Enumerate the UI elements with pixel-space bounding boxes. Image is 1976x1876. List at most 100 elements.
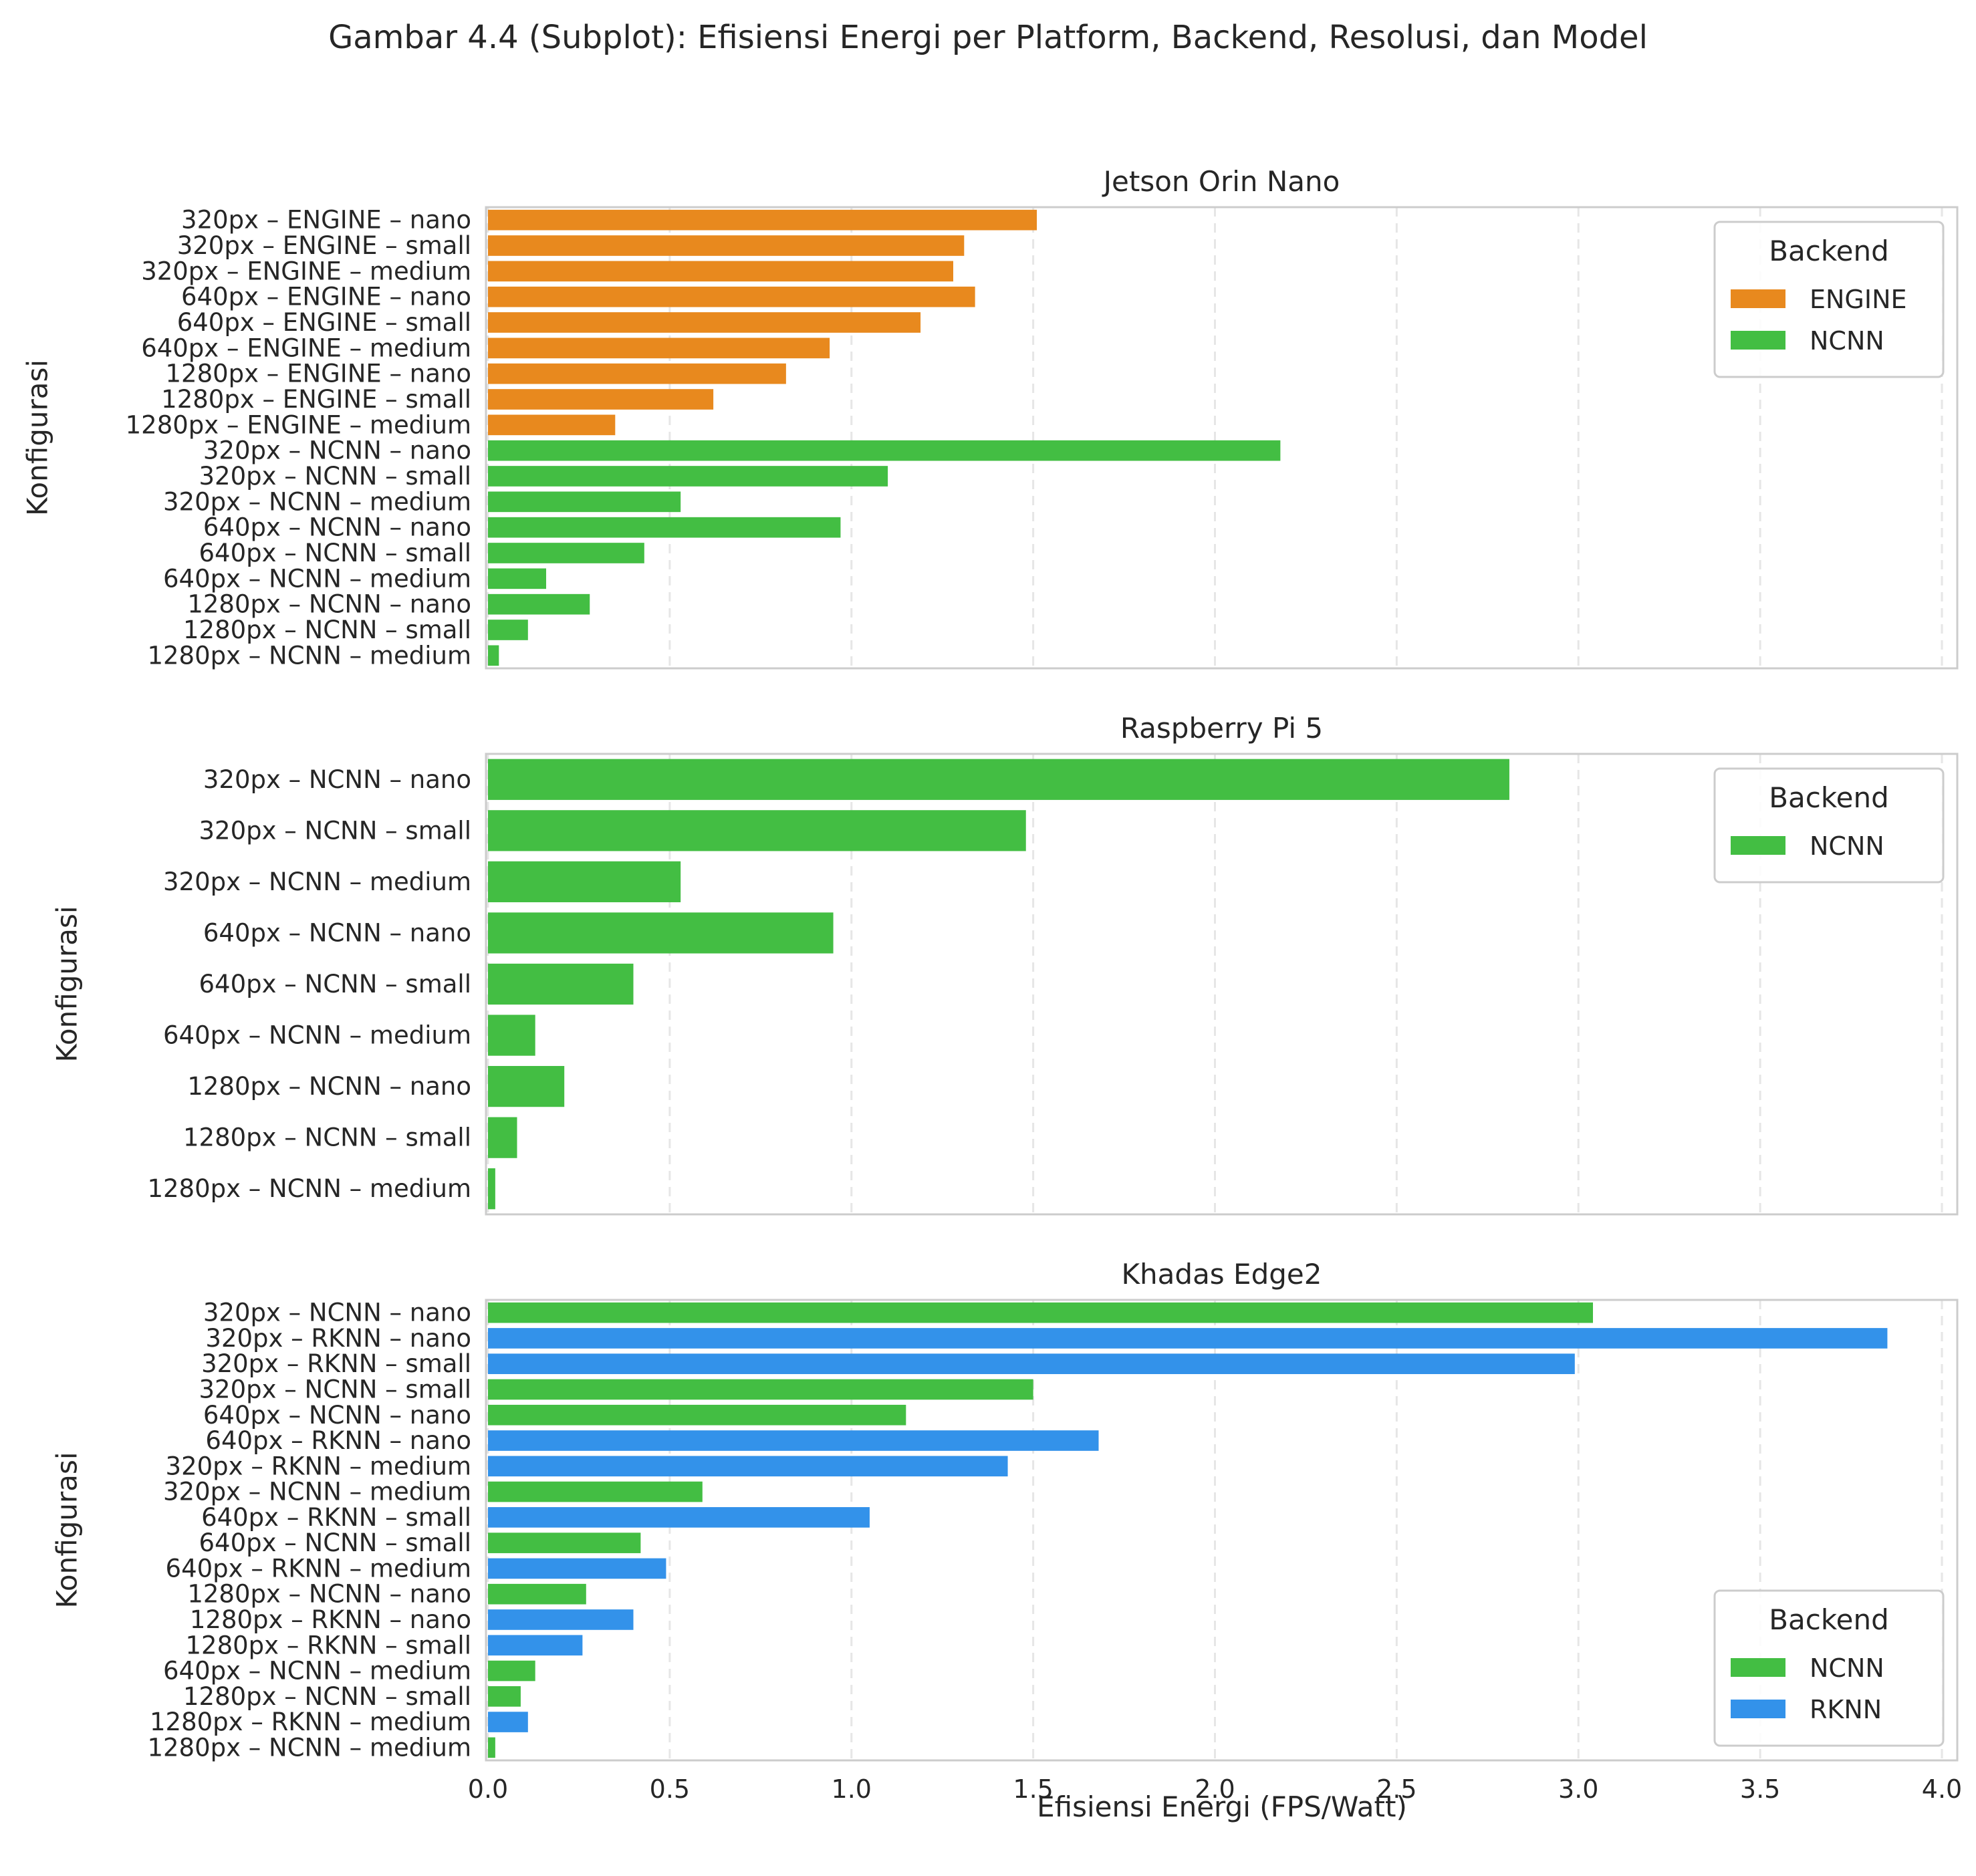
bar bbox=[488, 286, 975, 307]
y-tick-label: 1280px – NCNN – medium bbox=[147, 1733, 471, 1762]
bar bbox=[488, 1456, 1008, 1477]
y-tick-label: 1280px – RKNN – medium bbox=[150, 1708, 471, 1736]
y-tick-label: 320px – NCNN – medium bbox=[163, 867, 471, 896]
bar bbox=[488, 1583, 586, 1605]
y-tick-label: 640px – NCNN – small bbox=[199, 539, 471, 567]
subplot-title: Raspberry Pi 5 bbox=[1120, 712, 1323, 745]
legend-title: Backend bbox=[1769, 1603, 1889, 1636]
y-tick-label: 640px – NCNN – nano bbox=[203, 918, 471, 947]
y-tick-label: 320px – NCNN – nano bbox=[203, 436, 471, 465]
y-tick-label: 1280px – NCNN – nano bbox=[187, 1072, 471, 1101]
bar bbox=[488, 440, 1281, 461]
bar bbox=[488, 1015, 535, 1056]
bar bbox=[488, 1379, 1033, 1400]
axes-frame bbox=[485, 206, 1959, 670]
y-tick-label: 320px – ENGINE – medium bbox=[141, 257, 471, 285]
axes-frame bbox=[485, 1299, 1959, 1762]
bar bbox=[488, 912, 834, 954]
y-tick-label: 320px – RKNN – small bbox=[201, 1349, 471, 1378]
x-tick-label: 4.0 bbox=[1922, 1774, 1962, 1804]
legend-swatch bbox=[1731, 331, 1785, 350]
y-tick-label: 640px – RKNN – nano bbox=[205, 1426, 471, 1455]
bar bbox=[488, 1430, 1099, 1451]
bar bbox=[488, 389, 714, 410]
y-tick-label: 320px – NCNN – nano bbox=[203, 765, 471, 794]
bar bbox=[488, 1404, 906, 1426]
bar bbox=[488, 235, 965, 256]
y-tick-label: 320px – NCNN – medium bbox=[163, 1478, 471, 1506]
bar bbox=[488, 1117, 517, 1158]
legend: Backend NCNN RKNN bbox=[1713, 1589, 1945, 1747]
x-axis-label: Efisiensi Energi (FPS/Watt) bbox=[1037, 1790, 1407, 1823]
bar bbox=[488, 1507, 870, 1528]
legend-entry: NCNN bbox=[1810, 831, 1884, 861]
bar bbox=[488, 517, 841, 538]
legend-entry: ENGINE bbox=[1810, 285, 1907, 314]
bar bbox=[488, 1635, 583, 1656]
bar bbox=[488, 620, 528, 640]
bar bbox=[488, 1737, 495, 1758]
y-tick-label: 1280px – ENGINE – medium bbox=[126, 410, 471, 439]
legend-entry: RKNN bbox=[1810, 1695, 1882, 1724]
bar bbox=[488, 861, 681, 903]
bar bbox=[488, 963, 634, 1005]
y-tick-label: 1280px – ENGINE – small bbox=[161, 385, 471, 414]
y-axis-label: Konfigurasi bbox=[51, 1452, 84, 1608]
y-tick-label: 320px – NCNN – nano bbox=[203, 1299, 471, 1327]
y-tick-label: 640px – NCNN – nano bbox=[203, 1401, 471, 1430]
y-tick-label: 640px – NCNN – nano bbox=[203, 513, 471, 542]
x-tick-label: 1.5 bbox=[1013, 1774, 1053, 1804]
bar bbox=[488, 338, 830, 359]
legend: Backend ENGINE NCNN bbox=[1713, 221, 1945, 378]
bar bbox=[488, 759, 1509, 800]
bar bbox=[488, 1328, 1888, 1349]
bar bbox=[488, 593, 590, 615]
y-tick-label: 320px – NCNN – small bbox=[199, 816, 471, 845]
axes-frame bbox=[485, 753, 1959, 1216]
bar bbox=[488, 1168, 495, 1210]
bar bbox=[488, 1532, 641, 1553]
bar bbox=[488, 1302, 1593, 1323]
legend-swatch bbox=[1731, 289, 1785, 308]
bar bbox=[488, 1481, 703, 1502]
bar bbox=[488, 1558, 666, 1579]
legend-swatch bbox=[1731, 1658, 1785, 1677]
y-tick-label: 320px – ENGINE – small bbox=[177, 231, 471, 260]
legend: Backend NCNN bbox=[1713, 767, 1945, 884]
y-tick-label: 1280px – NCNN – small bbox=[183, 1682, 471, 1711]
y-tick-label: 640px – NCNN – medium bbox=[163, 564, 471, 593]
y-tick-label: 320px – NCNN – medium bbox=[163, 487, 471, 516]
y-tick-label: 320px – RKNN – medium bbox=[166, 1452, 471, 1480]
y-tick-label: 640px – NCNN – medium bbox=[163, 1021, 471, 1050]
bar bbox=[488, 543, 644, 563]
x-tick-labels: 0.0 0.5 1.0 1.5 2.0 2.5 3.0 3.5 4.0 bbox=[468, 1774, 1962, 1804]
bar bbox=[488, 491, 681, 513]
figure-title: Gambar 4.4 (Subplot): Efisiensi Energi p… bbox=[328, 19, 1648, 56]
y-tick-label: 320px – NCNN – small bbox=[199, 462, 471, 491]
bar bbox=[488, 1686, 521, 1707]
bar bbox=[488, 1609, 634, 1630]
y-tick-label: 640px – ENGINE – small bbox=[177, 308, 471, 337]
x-tick-label: 0.0 bbox=[468, 1774, 508, 1804]
y-tick-label: 1280px – NCNN – medium bbox=[147, 1174, 471, 1203]
x-tick-label: 0.5 bbox=[650, 1774, 690, 1804]
y-tick-label: 640px – NCNN – medium bbox=[163, 1657, 471, 1686]
y-axis-label: Konfigurasi bbox=[21, 360, 54, 516]
x-tick-label: 2.0 bbox=[1195, 1774, 1235, 1804]
legend-entry: NCNN bbox=[1810, 1653, 1884, 1683]
bar bbox=[488, 312, 921, 333]
legend-title: Backend bbox=[1769, 235, 1889, 267]
bar bbox=[488, 466, 888, 487]
y-tick-label: 640px – RKNN – small bbox=[201, 1503, 471, 1532]
x-tick-label: 1.0 bbox=[832, 1774, 872, 1804]
y-tick-label: 1280px – ENGINE – nano bbox=[166, 360, 472, 388]
y-tick-label: 1280px – NCNN – medium bbox=[147, 641, 471, 670]
legend-swatch bbox=[1731, 1700, 1785, 1718]
y-tick-label: 640px – ENGINE – nano bbox=[181, 283, 471, 311]
bar bbox=[488, 1712, 528, 1732]
subplot-title: Khadas Edge2 bbox=[1122, 1258, 1322, 1291]
